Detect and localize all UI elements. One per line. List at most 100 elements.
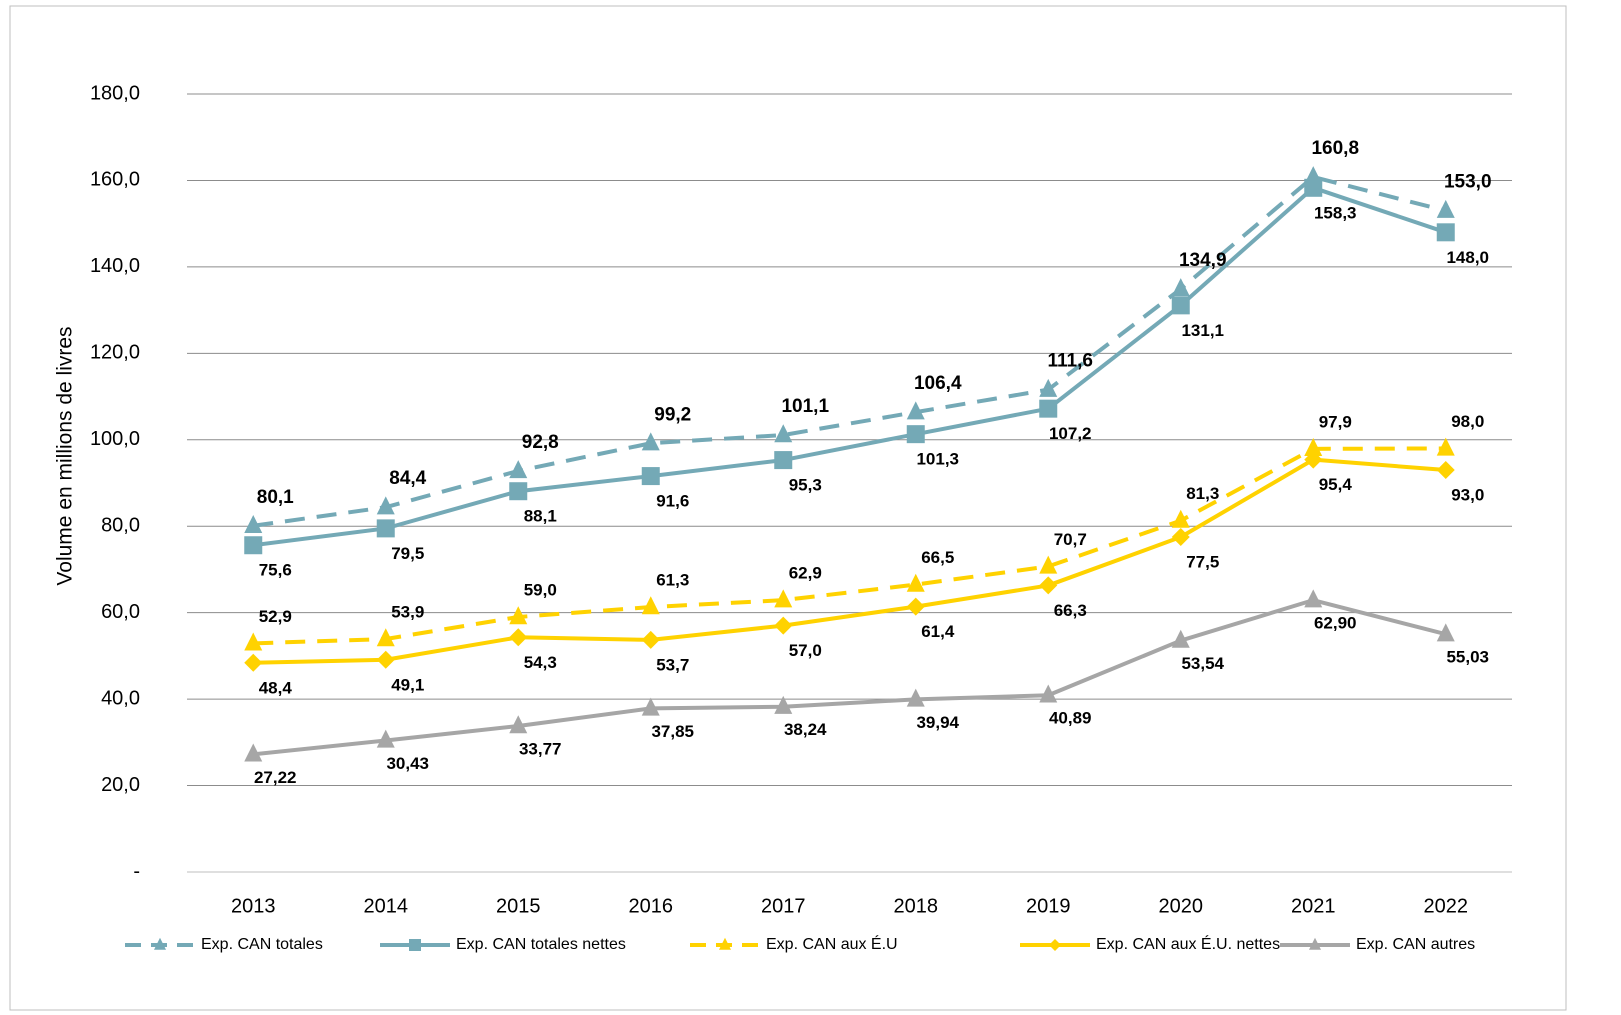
marker — [376, 729, 395, 748]
data-label: 59,0 — [524, 580, 557, 599]
series-line — [253, 598, 1447, 757]
marker — [1039, 555, 1058, 574]
data-label: 95,4 — [1319, 475, 1353, 494]
marker — [1304, 450, 1323, 469]
x-tick-label: 2020 — [1159, 895, 1204, 917]
data-label: 70,7 — [1054, 530, 1087, 549]
marker — [774, 424, 793, 443]
marker — [774, 589, 793, 608]
marker — [641, 630, 660, 649]
data-label: 80,1 — [257, 487, 294, 508]
x-tick-label: 2019 — [1026, 895, 1071, 917]
series-line — [253, 446, 1446, 646]
data-label: 53,54 — [1181, 654, 1224, 673]
marker — [774, 695, 793, 714]
data-label: 92,8 — [522, 432, 559, 453]
marker — [1304, 589, 1323, 608]
marker — [376, 628, 395, 647]
legend-marker — [409, 939, 421, 951]
data-label: 48,4 — [259, 678, 293, 697]
marker — [1039, 576, 1058, 595]
marker — [1171, 629, 1190, 648]
marker — [509, 460, 528, 479]
data-label: 61,4 — [921, 622, 955, 641]
data-label: 98,0 — [1451, 412, 1484, 431]
x-tick-label: 2018 — [894, 895, 939, 917]
legend-marker — [719, 937, 731, 950]
legend-label: Exp. CAN autres — [1356, 936, 1475, 953]
data-label: 49,1 — [391, 675, 424, 694]
data-label: 95,3 — [789, 476, 822, 495]
marker — [906, 597, 925, 616]
data-label: 97,9 — [1319, 412, 1352, 431]
marker — [906, 401, 925, 420]
series-line — [252, 174, 1447, 528]
y-tick-label: 180,0 — [90, 82, 140, 104]
y-tick-label: 140,0 — [90, 255, 140, 277]
marker — [1436, 223, 1455, 242]
y-tick-label: 20,0 — [101, 774, 140, 796]
marker — [1171, 278, 1190, 297]
marker — [376, 650, 395, 669]
x-tick-label: 2015 — [496, 895, 541, 917]
data-label: 81,3 — [1186, 484, 1219, 503]
data-label: 53,9 — [391, 603, 424, 622]
marker — [244, 653, 263, 672]
y-tick-label: 80,0 — [101, 515, 140, 537]
marker — [1436, 199, 1455, 218]
legend-marker — [1049, 939, 1061, 951]
marker — [244, 743, 263, 762]
marker — [1436, 461, 1455, 480]
marker — [244, 632, 263, 651]
data-label: 111,6 — [1048, 351, 1093, 372]
marker — [244, 536, 263, 555]
y-tick-label: 120,0 — [90, 342, 140, 364]
data-label: 27,22 — [254, 768, 297, 787]
data-label: 160,8 — [1311, 138, 1359, 159]
data-label: 37,85 — [651, 722, 694, 741]
data-label: 101,3 — [916, 450, 959, 469]
data-label: 75,6 — [259, 561, 292, 580]
marker — [509, 482, 528, 501]
data-label: 52,9 — [259, 607, 292, 626]
marker — [774, 451, 793, 470]
data-label: 57,0 — [789, 641, 822, 660]
y-tick-label: - — [133, 860, 140, 882]
marker — [509, 715, 528, 734]
marker — [1039, 684, 1058, 703]
y-tick-label: 100,0 — [90, 428, 140, 450]
y-tick-label: 60,0 — [101, 601, 140, 623]
data-label: 66,3 — [1054, 601, 1087, 620]
data-label: 61,3 — [656, 571, 689, 590]
marker — [509, 606, 528, 625]
x-tick-label: 2014 — [364, 895, 409, 917]
marker — [376, 496, 395, 515]
data-label: 79,5 — [391, 544, 424, 563]
data-label: 54,3 — [524, 653, 557, 672]
data-label: 66,5 — [921, 548, 954, 567]
marker — [641, 432, 660, 451]
legend-label: Exp. CAN totales nettes — [456, 936, 626, 953]
x-tick-label: 2017 — [761, 895, 806, 917]
legend-label: Exp. CAN totales — [201, 936, 323, 953]
data-label: 40,89 — [1049, 709, 1092, 728]
data-label: 134,9 — [1179, 250, 1227, 271]
data-label: 88,1 — [524, 507, 557, 526]
marker — [906, 573, 925, 592]
data-label: 158,3 — [1314, 203, 1357, 222]
data-label: 148,0 — [1446, 248, 1489, 267]
data-label: 131,1 — [1181, 321, 1224, 340]
data-label: 55,03 — [1446, 648, 1489, 667]
legend-label: Exp. CAN aux É.U — [766, 934, 898, 953]
series-line — [252, 185, 1447, 548]
data-label: 62,9 — [789, 564, 822, 583]
marker — [1436, 437, 1455, 456]
data-label: 93,0 — [1451, 486, 1484, 505]
marker — [376, 519, 395, 538]
marker — [1171, 296, 1190, 315]
marker — [1436, 623, 1455, 642]
x-tick-label: 2016 — [629, 895, 674, 917]
data-label: 39,94 — [916, 713, 959, 732]
marker — [1039, 399, 1058, 418]
